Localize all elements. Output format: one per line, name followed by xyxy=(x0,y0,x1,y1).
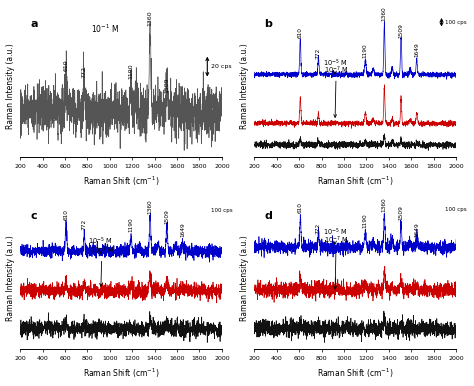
Text: 1360: 1360 xyxy=(147,11,153,26)
Text: 1649: 1649 xyxy=(180,222,185,237)
Text: 1190: 1190 xyxy=(363,43,368,58)
Text: 1649: 1649 xyxy=(414,222,419,237)
Y-axis label: Raman Intensity (a.u.): Raman Intensity (a.u.) xyxy=(240,43,249,129)
Text: 1509: 1509 xyxy=(164,78,169,93)
Text: $10^{-5}$ M: $10^{-5}$ M xyxy=(89,236,113,253)
Text: 20 cps: 20 cps xyxy=(210,64,231,69)
X-axis label: Raman Shift (cm$^{-1}$): Raman Shift (cm$^{-1}$) xyxy=(317,367,393,381)
Text: 1190: 1190 xyxy=(128,63,134,78)
Text: 1360: 1360 xyxy=(147,200,153,215)
Text: b: b xyxy=(264,19,272,29)
Y-axis label: Raman Intensity (a.u.): Raman Intensity (a.u.) xyxy=(240,235,249,321)
Text: 100 cps: 100 cps xyxy=(445,207,466,212)
Text: 772: 772 xyxy=(82,219,87,230)
Text: $10^{-7}$ M: $10^{-7}$ M xyxy=(324,64,348,117)
Text: 610: 610 xyxy=(298,27,303,38)
Text: a: a xyxy=(30,19,38,29)
X-axis label: Raman Shift (cm$^{-1}$): Raman Shift (cm$^{-1}$) xyxy=(317,175,393,188)
Text: $10^{-7}$ M: $10^{-7}$ M xyxy=(324,235,348,289)
Text: 1190: 1190 xyxy=(128,217,134,232)
Y-axis label: Raman Intensity (a.u.): Raman Intensity (a.u.) xyxy=(6,235,15,321)
Text: 100 cps: 100 cps xyxy=(210,208,232,213)
Text: $10^{-5}$ M: $10^{-5}$ M xyxy=(323,58,347,74)
Text: 1190: 1190 xyxy=(363,213,368,228)
Text: 610: 610 xyxy=(298,202,303,213)
Text: 610: 610 xyxy=(64,209,69,220)
Text: c: c xyxy=(30,211,37,221)
Text: 772: 772 xyxy=(316,223,321,234)
Text: 1649: 1649 xyxy=(414,42,419,57)
Text: $10^{-5}$ M: $10^{-5}$ M xyxy=(323,227,347,244)
Text: d: d xyxy=(264,211,272,221)
X-axis label: Raman Shift (cm$^{-1}$): Raman Shift (cm$^{-1}$) xyxy=(83,175,159,188)
Text: $10^{-7}$ M: $10^{-7}$ M xyxy=(90,244,114,286)
Text: 100 cps: 100 cps xyxy=(445,20,466,25)
Text: 1509: 1509 xyxy=(399,205,403,220)
Text: 610: 610 xyxy=(64,60,69,71)
Y-axis label: Raman Intensity (a.u.): Raman Intensity (a.u.) xyxy=(6,43,15,129)
Text: 772: 772 xyxy=(82,66,87,78)
Text: 1360: 1360 xyxy=(382,6,387,20)
Text: 1360: 1360 xyxy=(382,197,387,212)
Text: 772: 772 xyxy=(316,47,321,59)
X-axis label: Raman Shift (cm$^{-1}$): Raman Shift (cm$^{-1}$) xyxy=(83,367,159,381)
Text: 1509: 1509 xyxy=(399,23,403,38)
Text: 1509: 1509 xyxy=(164,209,169,224)
Text: $10^{-1}$ M: $10^{-1}$ M xyxy=(91,22,119,34)
